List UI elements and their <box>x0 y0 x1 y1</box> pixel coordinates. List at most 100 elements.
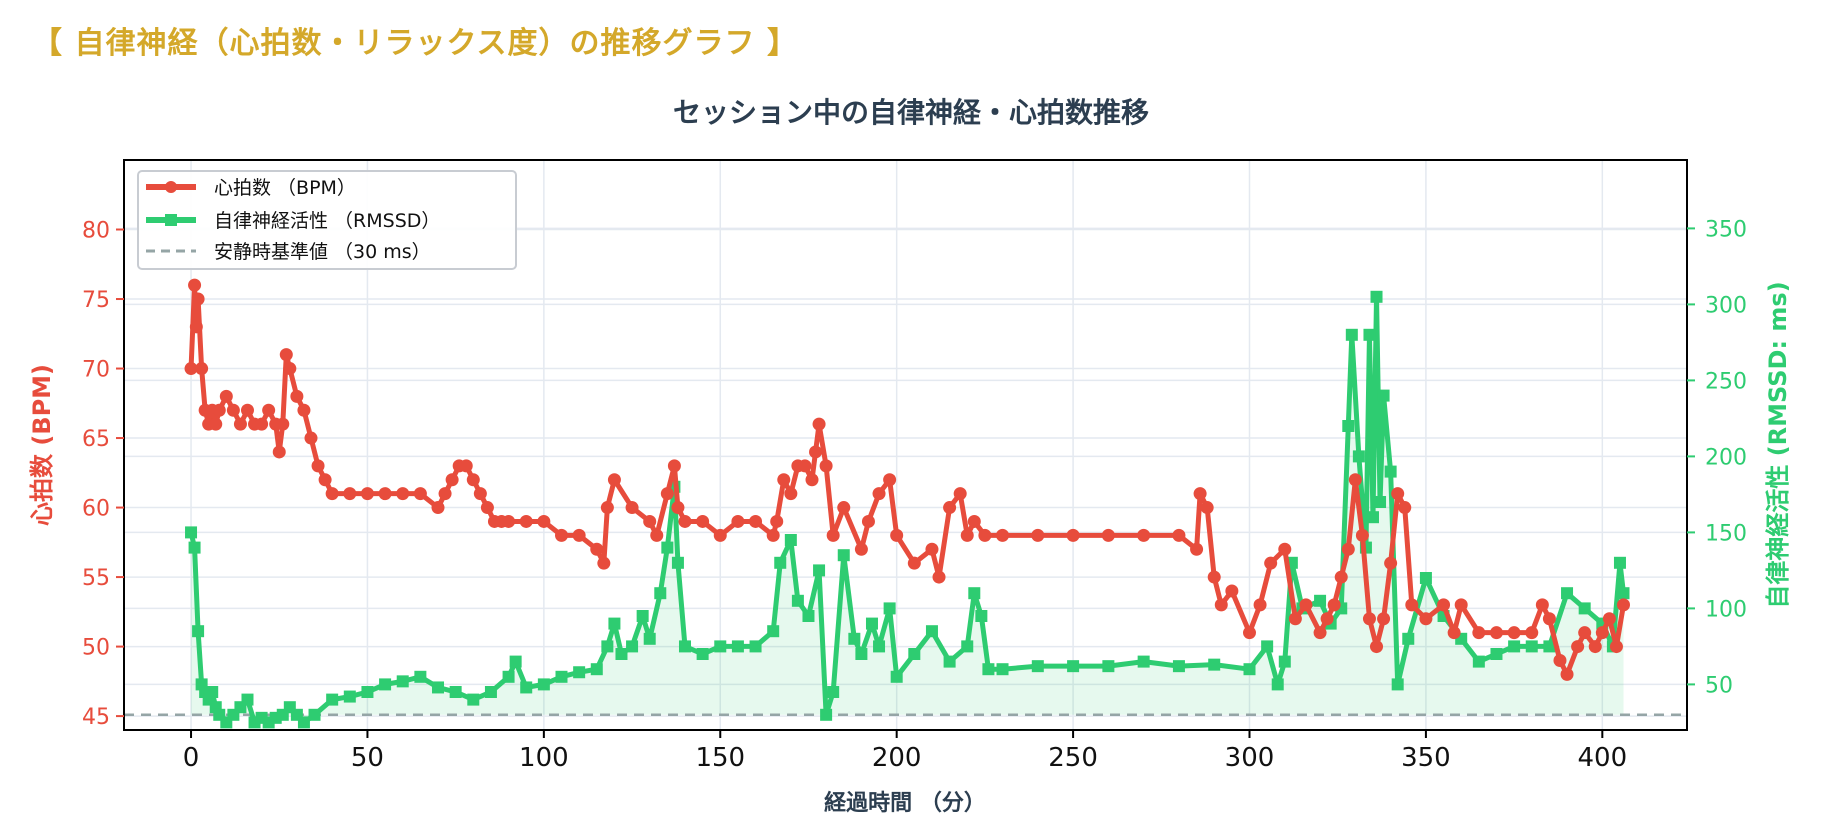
hr-point <box>195 362 209 376</box>
hr-point <box>696 514 710 528</box>
rmssd-point <box>855 648 868 660</box>
rmssd-point <box>802 610 815 622</box>
y-right-tick-label: 200 <box>1705 445 1747 470</box>
hr-point <box>809 445 823 459</box>
legend-item-hr: 心拍数 （BPM） <box>146 177 356 199</box>
rmssd-point <box>1271 678 1284 691</box>
x-tick-label: 50 <box>351 743 384 773</box>
rmssd-point <box>774 556 787 569</box>
legend-hr-marker <box>165 181 177 193</box>
rmssd-point <box>615 648 628 660</box>
hr-point <box>233 417 247 431</box>
hr-point <box>209 417 223 431</box>
hr-point <box>1391 487 1405 501</box>
rmssd-point <box>1490 648 1503 660</box>
x-tick-label: 300 <box>1225 743 1275 773</box>
hr-point <box>240 403 254 417</box>
hr-point <box>1447 626 1461 640</box>
rmssd-point <box>731 640 744 653</box>
hr-point <box>1489 626 1503 640</box>
hr-point <box>1327 598 1341 612</box>
hr-point <box>519 514 533 528</box>
x-tick-label: 350 <box>1401 743 1451 773</box>
hr-point <box>1031 528 1045 542</box>
hr-point <box>996 528 1010 542</box>
rmssd-point <box>1345 328 1358 341</box>
rmssd-point <box>1352 450 1365 463</box>
hr-point <box>960 528 974 542</box>
rmssd-point <box>520 681 533 694</box>
hr-point <box>378 487 392 501</box>
rmssd-point <box>1402 632 1415 645</box>
hr-point <box>1588 640 1602 654</box>
rmssd-point <box>1243 663 1256 676</box>
rmssd-point <box>361 686 374 698</box>
rmssd-point <box>714 640 727 653</box>
rmssd-point <box>1384 465 1397 478</box>
hr-point <box>777 473 791 487</box>
hr-point <box>1398 501 1412 515</box>
rmssd-point <box>608 617 621 630</box>
rmssd-point <box>1472 655 1485 668</box>
hr-point <box>1362 612 1376 626</box>
hr-point <box>837 501 851 515</box>
hr-point <box>1355 528 1369 542</box>
rmssd-point <box>467 693 480 706</box>
hr-point <box>590 542 604 556</box>
hr-point <box>1190 542 1204 556</box>
hr-point <box>459 459 473 473</box>
y-left-tick-label: 60 <box>82 497 110 522</box>
hr-point <box>1595 626 1609 640</box>
rmssd-point <box>414 670 427 683</box>
rmssd-point <box>297 716 310 729</box>
hr-point <box>1334 570 1348 584</box>
hr-point <box>1578 626 1592 640</box>
y-right-tick-label: 350 <box>1705 217 1747 242</box>
hr-point <box>311 459 325 473</box>
rmssd-point <box>537 678 550 691</box>
hr-point <box>325 487 339 501</box>
rmssd-point <box>968 587 981 600</box>
y-left-tick-label: 50 <box>82 636 110 661</box>
section-heading: 【 自律神経（心拍数・リラックス度）の推移グラフ 】 <box>32 26 798 61</box>
hr-point <box>1507 626 1521 640</box>
rmssd-point <box>982 663 995 676</box>
hr-point <box>597 556 611 570</box>
hr-point <box>466 473 480 487</box>
rmssd-point <box>1261 640 1274 653</box>
rmssd-area-fill <box>191 296 1624 723</box>
x-tick-label: 100 <box>519 743 569 773</box>
y-right-tick-label: 50 <box>1705 673 1733 698</box>
hr-line <box>188 282 1626 677</box>
hr-point <box>660 487 674 501</box>
hr-point <box>1542 612 1556 626</box>
hr-point <box>272 445 286 459</box>
rmssd-point <box>1370 290 1383 303</box>
rmssd-point <box>248 716 261 729</box>
hr-point <box>1348 473 1362 487</box>
hr-point <box>1616 598 1630 612</box>
rmssd-point <box>1314 594 1327 607</box>
hr-point <box>812 417 826 431</box>
right-y-axis: 50 100 150 200 250 300 350 <box>1687 217 1747 698</box>
rmssd-point <box>975 610 988 622</box>
hr-point <box>819 459 833 473</box>
rmssd-point <box>484 686 497 698</box>
rmssd-point <box>555 670 568 683</box>
rmssd-point <box>432 681 445 694</box>
legend: 心拍数 （BPM） 自律神経活性 （RMSSD） 安静時基準値 （30 ms） <box>137 170 517 270</box>
rmssd-point <box>837 549 850 562</box>
hr-point <box>766 528 780 542</box>
legend-baseline-label: 安静時基準値 （30 ms） <box>214 241 431 263</box>
x-tick-label: 0 <box>183 743 200 773</box>
rmssd-point <box>791 594 804 607</box>
hr-point <box>607 473 621 487</box>
hr-point <box>438 487 452 501</box>
hr-point <box>1243 626 1257 640</box>
hr-point <box>1377 612 1391 626</box>
hr-point <box>1137 528 1151 542</box>
hr-point <box>276 417 290 431</box>
hr-point <box>413 487 427 501</box>
rmssd-point <box>813 564 826 577</box>
hr-point <box>600 501 614 515</box>
